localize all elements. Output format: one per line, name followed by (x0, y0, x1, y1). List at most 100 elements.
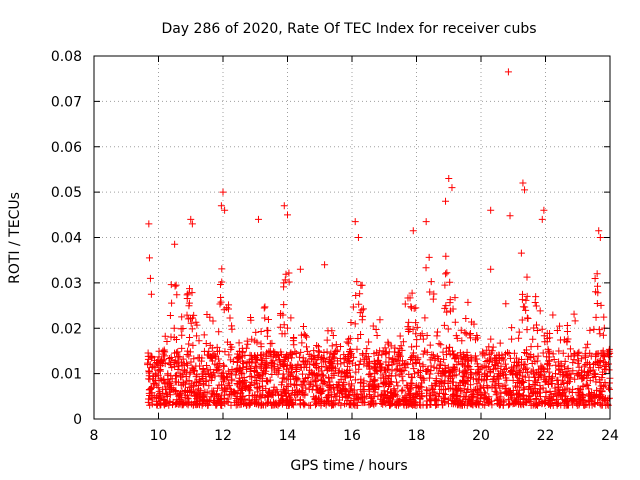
data-point (268, 339, 276, 347)
data-point (405, 370, 413, 378)
data-point (148, 354, 156, 362)
data-point (271, 349, 279, 357)
data-point (533, 388, 541, 396)
data-point (501, 360, 509, 368)
data-point (379, 347, 387, 355)
data-point (279, 387, 287, 395)
data-point (207, 371, 215, 379)
data-point (348, 382, 356, 390)
data-point (519, 372, 527, 380)
data-point (351, 320, 359, 328)
data-point (359, 305, 367, 313)
data-point (428, 351, 436, 359)
data-point (390, 386, 398, 394)
data-point (156, 359, 164, 367)
data-point (532, 293, 540, 301)
data-point (523, 398, 531, 406)
data-point (165, 401, 173, 409)
data-point (292, 350, 300, 358)
data-point (317, 390, 325, 398)
data-point (584, 381, 592, 389)
data-point (385, 348, 393, 356)
data-point (208, 344, 216, 352)
data-point (401, 393, 409, 401)
data-point (439, 348, 447, 356)
data-point (543, 353, 551, 361)
data-point (360, 360, 368, 368)
data-point (602, 366, 610, 374)
data-point (267, 401, 275, 409)
data-point (446, 350, 454, 358)
data-point (385, 362, 393, 370)
data-point (165, 359, 173, 367)
data-point (227, 371, 235, 379)
data-point (532, 377, 540, 385)
data-point (536, 382, 544, 390)
data-point (192, 318, 200, 326)
data-point (261, 314, 269, 322)
data-point (225, 301, 233, 309)
data-point (419, 363, 427, 371)
data-point (427, 278, 435, 286)
data-point (174, 358, 182, 366)
data-point (203, 362, 211, 370)
data-point (353, 278, 361, 286)
data-point (157, 357, 165, 365)
data-point (218, 265, 226, 273)
data-point (460, 356, 468, 364)
data-point (357, 281, 365, 289)
data-point (386, 381, 394, 389)
data-point (522, 306, 530, 314)
axes: 8 10 12 14 16 18 20 22 24 0 0.01 0.02 0.03 0.04 0.05 0.… (51, 49, 619, 444)
data-point (523, 292, 531, 300)
data-point (467, 381, 475, 389)
data-point (599, 331, 607, 339)
data-point (412, 391, 420, 399)
data-point (323, 366, 331, 374)
data-point (375, 382, 383, 390)
data-point (509, 369, 517, 377)
data-point (500, 365, 508, 373)
data-point (191, 389, 199, 397)
data-point (147, 384, 155, 392)
data-point (500, 371, 508, 379)
data-point (570, 310, 578, 318)
data-point (384, 375, 392, 383)
data-point (300, 323, 308, 331)
data-point (263, 326, 271, 334)
data-point (257, 392, 265, 400)
data-point (433, 328, 441, 336)
y-tick-label: 0.06 (51, 140, 82, 156)
data-point (262, 354, 270, 362)
data-point (293, 391, 301, 399)
data-point (229, 358, 237, 366)
data-point (552, 370, 560, 378)
data-point (506, 354, 514, 362)
data-point (384, 388, 392, 396)
y-tick-label: 0.08 (51, 49, 82, 65)
data-point (373, 368, 381, 376)
data-point (605, 384, 613, 392)
data-point (555, 381, 563, 389)
data-point (508, 335, 516, 343)
data-point (387, 342, 395, 350)
data-point (548, 374, 556, 382)
data-point (561, 357, 569, 365)
data-point (395, 351, 403, 359)
y-tick-label: 0.02 (51, 321, 82, 337)
data-point (259, 391, 267, 399)
data-point (567, 370, 575, 378)
data-point (171, 282, 179, 290)
data-point (530, 324, 538, 332)
data-point (217, 298, 225, 306)
data-point (346, 373, 354, 381)
data-point (300, 358, 308, 366)
data-point (269, 357, 277, 365)
data-point-peak (442, 197, 450, 205)
data-point (518, 316, 526, 324)
data-point (536, 307, 544, 315)
data-point (247, 316, 255, 324)
data-point (408, 374, 416, 382)
data-point (511, 398, 519, 406)
data-point (312, 377, 320, 385)
